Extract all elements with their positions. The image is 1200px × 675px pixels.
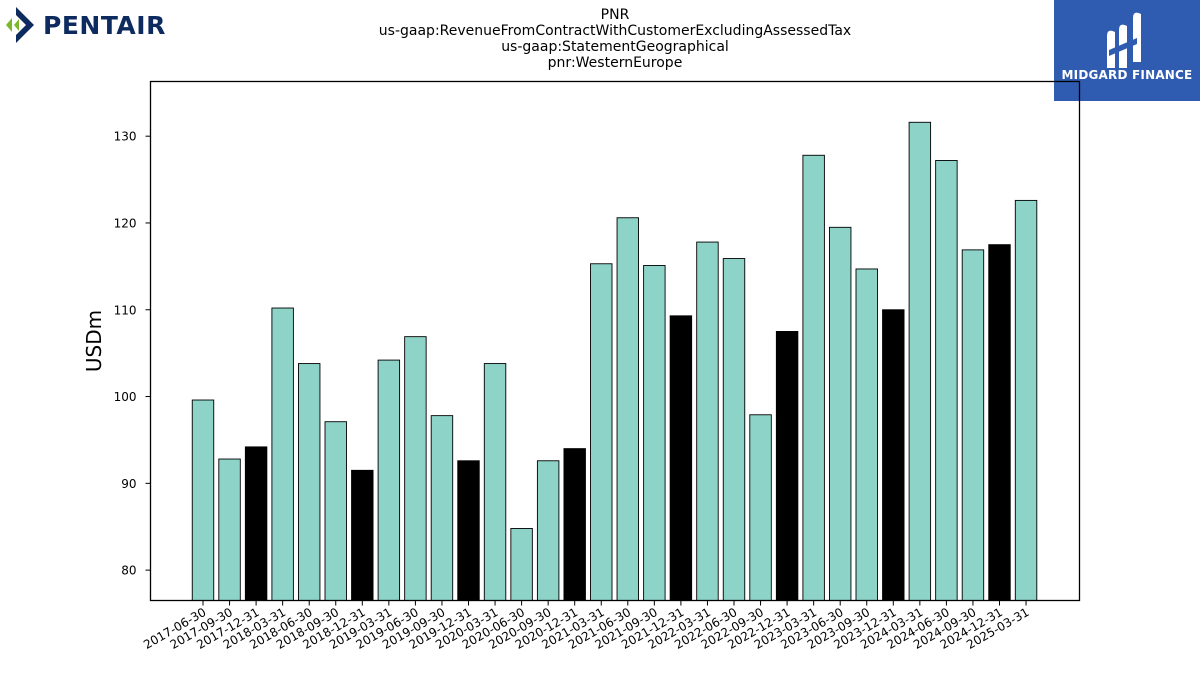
pentair-emblem-icon	[6, 7, 34, 43]
bar-2024-06-30	[935, 160, 958, 601]
bar-2024-12-31	[988, 244, 1011, 601]
bar-2020-06-30	[510, 528, 533, 601]
midgard-finance-logo: MIDGARD FINANCE	[1054, 0, 1200, 101]
y-tick-label: 90	[121, 477, 136, 491]
bar-2022-03-31	[696, 241, 719, 601]
chart-title-block: PNR us-gaap:RevenueFromContractWithCusto…	[315, 7, 915, 71]
bar-2025-03-31	[1014, 199, 1038, 601]
bar-2020-03-31	[483, 363, 507, 601]
chart-title-line: pnr:WesternEurope	[547, 55, 683, 71]
bar-2023-12-31	[882, 309, 905, 601]
bar-2018-03-31	[271, 307, 294, 601]
bar-2019-12-31	[457, 460, 480, 601]
y-tick-label: 110	[114, 303, 137, 317]
bar-2021-12-31	[669, 315, 693, 601]
bar-2018-06-30	[298, 363, 321, 601]
y-tick-label: 100	[114, 390, 137, 404]
bar-2024-03-31	[908, 121, 932, 601]
pentair-logo: PENTAIR	[4, 4, 174, 46]
bar-2018-09-30	[324, 421, 347, 601]
bar-2023-03-31	[802, 154, 825, 601]
y-tick-label: 130	[114, 130, 137, 144]
bar-2017-09-30	[218, 458, 241, 601]
bar-2022-09-30	[749, 414, 772, 601]
bar-2022-06-30	[722, 258, 746, 601]
bar-2021-09-30	[643, 265, 666, 601]
bar-2021-06-30	[616, 217, 639, 601]
bar-2023-09-30	[855, 268, 878, 601]
bar-2022-12-31	[775, 331, 799, 601]
bar-2023-06-30	[829, 226, 852, 601]
chart-title-line: us-gaap:StatementGeographical	[501, 39, 729, 55]
midgard-emblem-icon	[1107, 12, 1141, 69]
y-tick-label: 120	[114, 216, 137, 230]
bar-2017-12-31	[244, 446, 268, 601]
y-axis-label: USDm	[82, 310, 106, 372]
bar-2024-09-30	[961, 249, 985, 601]
bar-2021-03-31	[590, 263, 613, 601]
y-tick-label: 80	[121, 564, 136, 578]
chart-title-line: us-gaap:RevenueFromContractWithCustomerE…	[378, 23, 852, 39]
pentair-wordmark: PENTAIR	[43, 10, 166, 40]
chart-title-line: PNR	[600, 7, 630, 23]
bar-2018-12-31	[351, 469, 374, 601]
bar-2019-06-30	[404, 336, 427, 601]
bar-2019-03-31	[377, 359, 401, 601]
bar-2020-12-31	[563, 448, 586, 601]
midgard-wordmark: MIDGARD FINANCE	[1061, 68, 1193, 82]
bar-2017-06-30	[191, 399, 215, 601]
bar-2020-09-30	[536, 460, 560, 601]
bar-2019-09-30	[430, 415, 454, 601]
plot-frame	[149, 80, 1081, 602]
